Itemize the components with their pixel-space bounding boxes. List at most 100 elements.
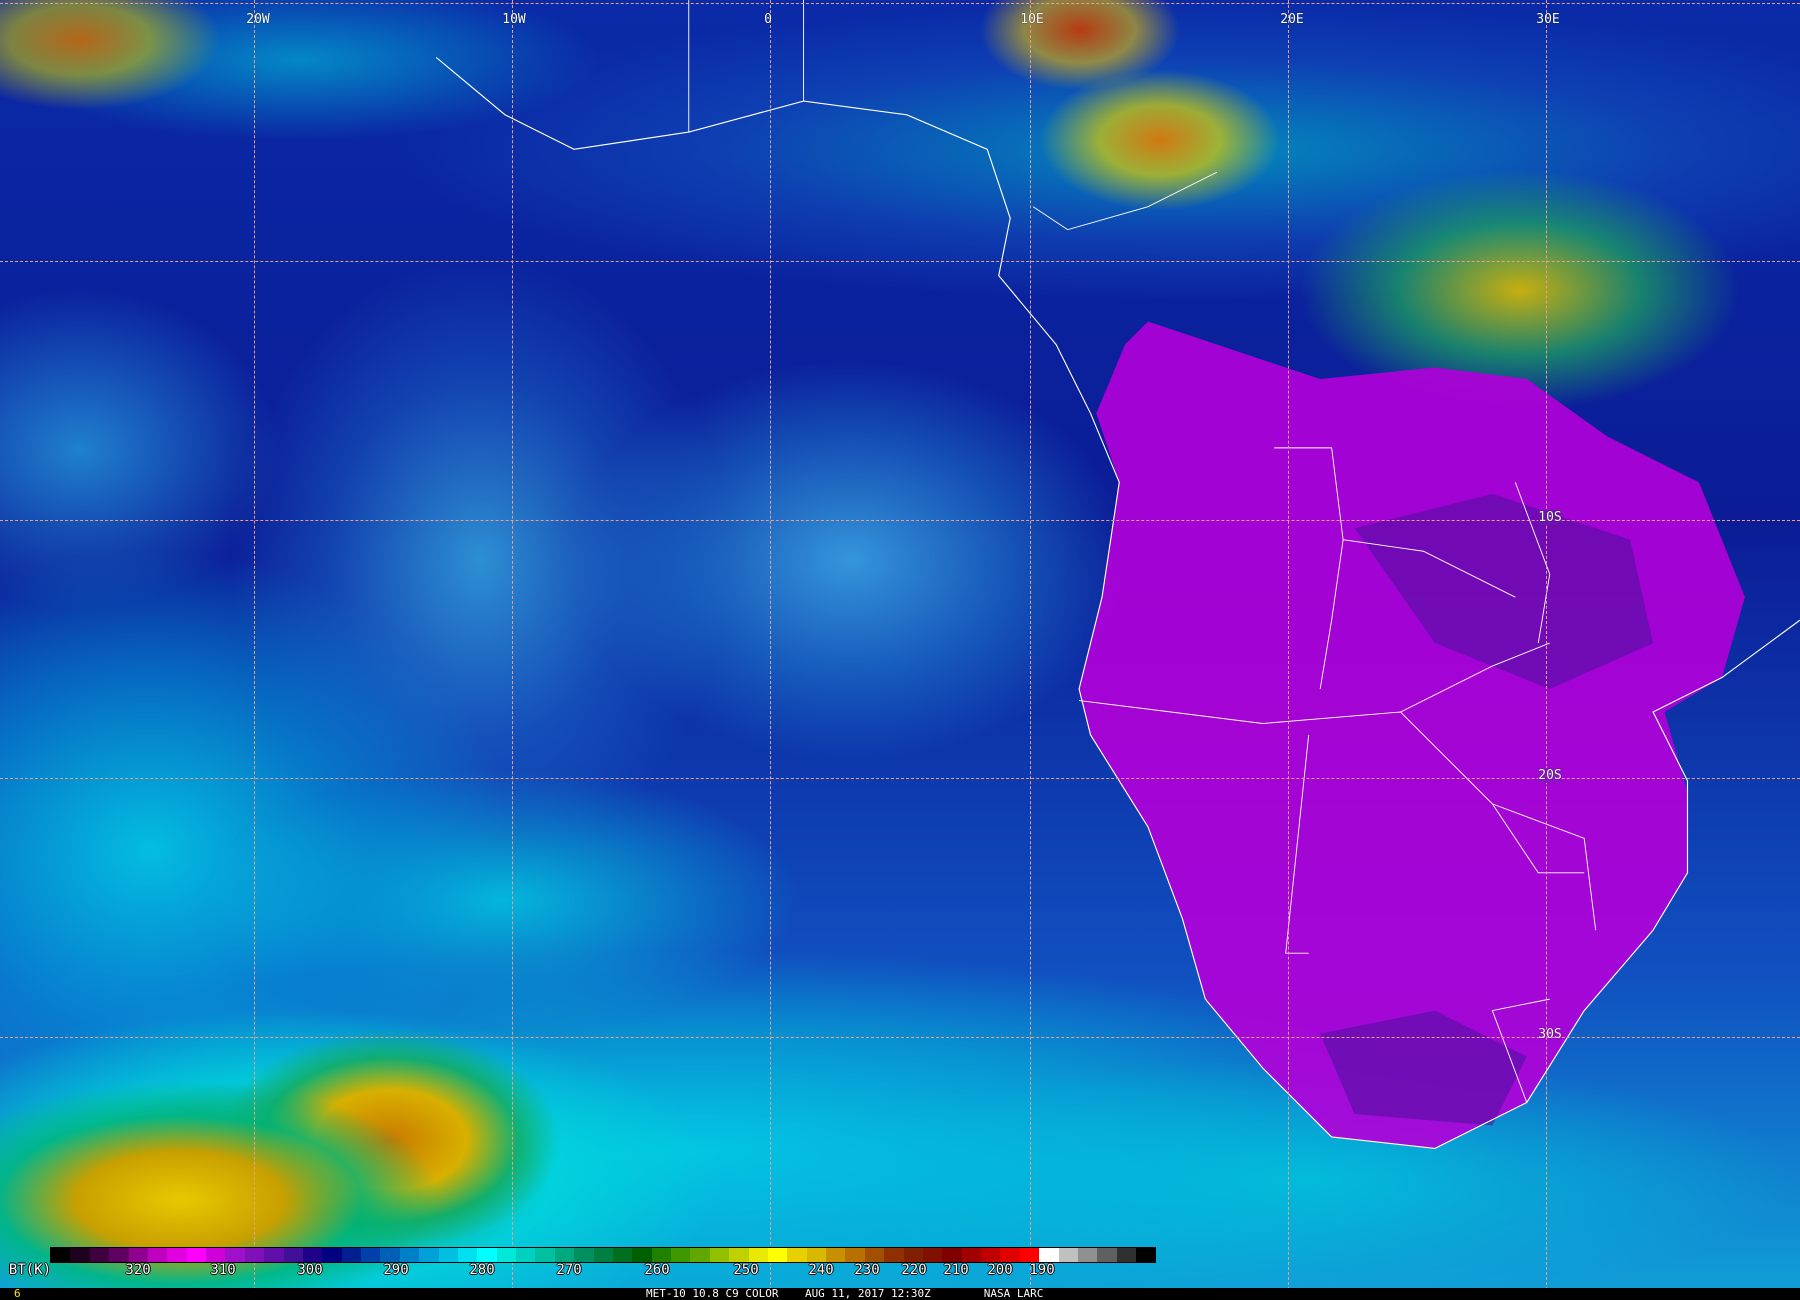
colorbar-swatch [167,1248,187,1262]
colorbar-swatch [128,1248,148,1262]
colorbar-swatch [264,1248,284,1262]
colorbar-swatch [89,1248,110,1262]
lat-label: 10S [1538,510,1562,525]
colorbar-swatch [322,1248,342,1262]
colorbar-tick-label: 270 [556,1262,582,1278]
colorbar-swatch [206,1248,226,1262]
colorbar-swatch [845,1248,865,1262]
colorbar-swatch [225,1248,245,1262]
colorbar-swatch [438,1248,458,1262]
colorbar-swatch [399,1248,420,1262]
colorbar-tick-label: 300 [297,1262,323,1278]
colorbar-swatch [302,1248,323,1262]
colorbar-swatch [709,1248,730,1262]
grid-line-20w [254,0,255,1300]
lat-label: 30S [1538,1027,1562,1042]
colorbar-swatch [554,1248,575,1262]
colorbar-swatch [593,1248,613,1262]
colorbar-swatch [922,1248,943,1262]
lon-label: 20E [1280,12,1304,27]
colorbar-swatch [186,1248,206,1262]
colorbar-swatch [961,1248,981,1262]
colorbar-swatch [767,1248,788,1262]
colorbar-swatch [477,1248,497,1262]
colorbar-swatch [516,1248,536,1262]
grid-line-0e [770,0,771,1300]
colorbar-swatch [826,1248,846,1262]
colorbar-swatch [244,1248,265,1262]
country-borders [688,0,1597,1103]
colorbar-swatch [535,1248,555,1262]
colorbar-swatch [109,1248,129,1262]
grid-line-30e [1546,0,1547,1300]
lon-label: 30E [1536,12,1560,27]
caption-bar: 6 MET-10 10.8 C9 COLOR AUG 11, 2017 12:3… [0,1288,1800,1300]
colorbar-tick-label: 230 [854,1262,880,1278]
colorbar-swatch [380,1248,400,1262]
colorbar-swatch [1019,1248,1040,1262]
image-caption: MET-10 10.8 C9 COLOR AUG 11, 2017 12:30Z… [646,1287,1044,1300]
colorbar-tick-label: 280 [469,1262,495,1278]
colorbar-tick-label: 210 [943,1262,969,1278]
colorbar-swatch [729,1248,749,1262]
lon-label: 10W [502,12,526,27]
colorbar-swatch [361,1248,381,1262]
grid-line-10w [512,0,513,1300]
colorbar-swatch [419,1248,439,1262]
colorbar-swatch [1097,1248,1117,1262]
colorbar-swatch [147,1248,168,1262]
colorbar-swatch [283,1248,303,1262]
lon-label: 10E [1020,12,1044,27]
colorbar-swatch [651,1248,671,1262]
lon-label: 0 [764,12,772,27]
colorbar-swatch [457,1248,478,1262]
colorbar-tick-label: 310 [210,1262,236,1278]
colorbar-swatch [787,1248,807,1262]
grid-line-10e [1030,0,1031,1300]
grid-line-10s [0,520,1800,521]
frame-number: 6 [14,1287,21,1300]
colorbar-swatch [981,1248,1001,1262]
colorbar-tick-label: 190 [1029,1262,1055,1278]
grid-line-20e [1288,0,1289,1300]
colorbar-swatch [748,1248,768,1262]
colorbar-swatch [1077,1248,1098,1262]
colorbar-swatch [341,1248,361,1262]
colorbar-tick-label: 200 [987,1262,1013,1278]
colorbar-tick-label: 290 [383,1262,409,1278]
colorbar-swatch [70,1248,90,1262]
brightness-temperature-colorbar [50,1247,1156,1263]
colorbar-swatch [632,1248,652,1262]
colorbar-unit-label: BT(K) [8,1262,52,1278]
grid-line-0 [0,261,1800,262]
colorbar-swatch [942,1248,962,1262]
colorbar-swatch [690,1248,710,1262]
colorbar-swatch [51,1248,71,1262]
colorbar-swatch [884,1248,904,1262]
colorbar-tick-label: 250 [733,1262,759,1278]
land-dark-patches [1320,493,1654,1126]
lon-label: 20W [246,12,270,27]
colorbar-swatch [612,1248,633,1262]
colorbar-tick-label: 320 [125,1262,151,1278]
colorbar-swatch [903,1248,923,1262]
colorbar-swatch [864,1248,885,1262]
colorbar-tick-label: 240 [808,1262,834,1278]
grid-line-20s [0,778,1800,779]
lat-label: 20S [1538,768,1562,783]
coastline [435,56,1800,1149]
colorbar-tick-label: 220 [901,1262,927,1278]
colorbar-swatch [806,1248,826,1262]
colorbar-swatch [1058,1248,1078,1262]
colorbar-swatch [1000,1248,1020,1262]
colorbar-swatch [496,1248,516,1262]
grid-line-30s [0,1037,1800,1038]
colorbar-swatch [574,1248,594,1262]
colorbar-swatch [1039,1248,1059,1262]
colorbar-swatch [1116,1248,1136,1262]
grid-line-10n [0,3,1800,4]
colorbar-swatch [1136,1248,1156,1262]
